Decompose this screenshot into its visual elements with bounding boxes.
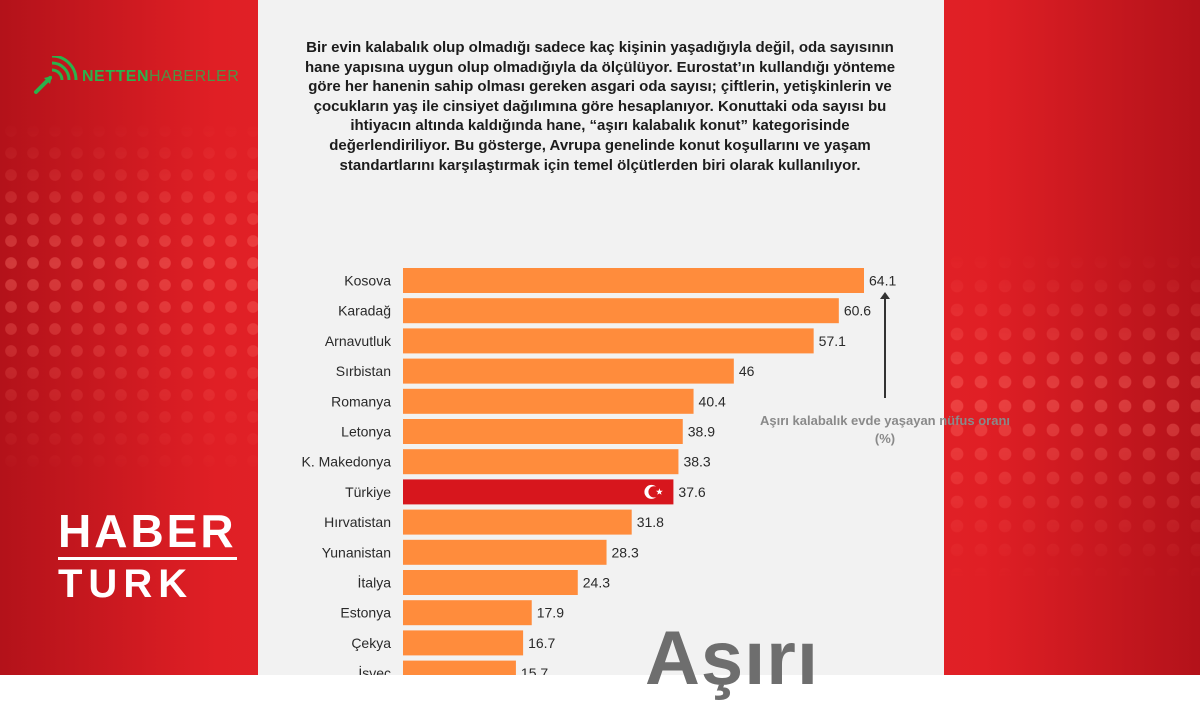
bar bbox=[403, 600, 532, 626]
category-label: Romanya bbox=[331, 393, 391, 409]
value-label: 31.8 bbox=[637, 514, 664, 530]
bar-chart: Kosova 64.1 Karadağ 60.6 Arnavutluk 57.1 Sırbi… bbox=[302, 268, 896, 675]
bar bbox=[403, 509, 632, 535]
value-label: 40.4 bbox=[699, 393, 726, 409]
value-label: 37.6 bbox=[678, 484, 705, 500]
value-label: 17.9 bbox=[537, 605, 564, 621]
bar bbox=[403, 328, 814, 354]
bar bbox=[403, 630, 524, 656]
bar bbox=[403, 419, 683, 444]
chart-side-note: Aşırı kalabalık evde yaşayan nüfus oranı… bbox=[760, 413, 1011, 446]
category-label: Çekya bbox=[351, 635, 391, 651]
bar bbox=[403, 449, 679, 475]
logo-part1: NETTEN bbox=[82, 68, 149, 85]
logo-text: NETTENHABERLER bbox=[82, 68, 239, 86]
category-label: Letonya bbox=[341, 424, 391, 440]
value-label: 57.1 bbox=[819, 333, 846, 349]
up-arrow-icon bbox=[880, 292, 890, 398]
category-label: İsveç bbox=[358, 664, 391, 675]
bar bbox=[403, 660, 516, 675]
value-label: 28.3 bbox=[612, 544, 639, 560]
value-label: 64.1 bbox=[869, 273, 896, 289]
category-label: Sırbistan bbox=[336, 363, 391, 379]
value-label: 60.6 bbox=[844, 303, 871, 319]
bar bbox=[403, 388, 694, 414]
value-label: 24.3 bbox=[583, 575, 610, 591]
category-label: Hırvatistan bbox=[324, 514, 391, 530]
brand-line1: HABER bbox=[58, 508, 237, 560]
decorative-dots-right bbox=[945, 250, 1200, 580]
category-label: Türkiye bbox=[345, 484, 391, 500]
bar-highlight bbox=[403, 479, 674, 505]
logo-part2: HABERLER bbox=[149, 68, 240, 85]
category-label: Karadağ bbox=[338, 303, 391, 319]
value-label: 16.7 bbox=[528, 635, 555, 651]
value-label: 15.7 bbox=[521, 665, 548, 675]
bar bbox=[403, 539, 607, 565]
bar bbox=[403, 570, 578, 595]
category-label: İtalya bbox=[358, 574, 392, 591]
value-label: 46 bbox=[739, 363, 755, 379]
category-label: Arnavutluk bbox=[325, 333, 392, 349]
haberturk-logo: HABER TURK bbox=[58, 508, 237, 604]
category-label: Estonya bbox=[340, 605, 391, 621]
bar bbox=[403, 268, 864, 293]
crescent-icon-inner bbox=[648, 486, 660, 498]
star-icon bbox=[655, 488, 663, 495]
category-label: K. Makedonya bbox=[302, 454, 392, 470]
category-label: Kosova bbox=[344, 273, 391, 289]
netten-haberler-logo: NETTENHABERLER bbox=[30, 54, 260, 96]
watermark-text: Aşırı bbox=[645, 616, 819, 701]
bar bbox=[403, 358, 734, 384]
bar bbox=[403, 298, 839, 324]
value-label: 38.3 bbox=[683, 454, 710, 470]
decorative-dots-left bbox=[0, 120, 260, 480]
brand-line2: TURK bbox=[58, 562, 194, 606]
value-label: 38.9 bbox=[688, 424, 715, 440]
category-label: Yunanistan bbox=[322, 544, 391, 560]
satellite-signal-icon bbox=[34, 54, 78, 94]
intro-paragraph: Bir evin kalabalık olup olmadığı sadece … bbox=[304, 39, 896, 174]
